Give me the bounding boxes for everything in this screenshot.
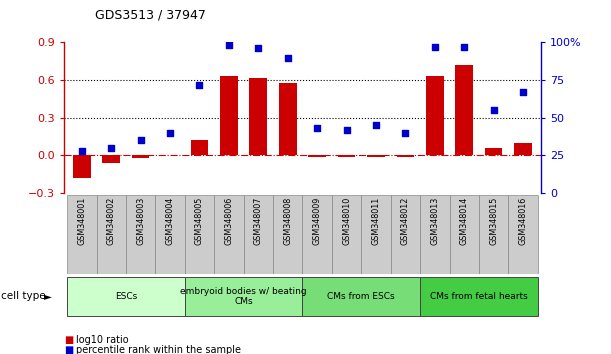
Text: log10 ratio: log10 ratio xyxy=(76,335,129,345)
Point xyxy=(459,44,469,50)
Bar xyxy=(420,277,538,316)
Text: GSM348015: GSM348015 xyxy=(489,197,498,245)
Text: CMs from fetal hearts: CMs from fetal hearts xyxy=(430,292,528,301)
Point xyxy=(342,127,351,133)
Text: GSM348001: GSM348001 xyxy=(78,197,86,245)
Text: GSM348005: GSM348005 xyxy=(195,197,204,245)
Text: GSM348006: GSM348006 xyxy=(224,197,233,245)
Bar xyxy=(426,76,444,155)
Point xyxy=(312,125,322,131)
Bar xyxy=(455,65,473,155)
Bar xyxy=(508,195,538,274)
Text: GSM348014: GSM348014 xyxy=(459,197,469,245)
Bar xyxy=(302,277,420,316)
Point xyxy=(106,145,116,151)
Bar xyxy=(390,195,420,274)
Bar xyxy=(191,140,208,155)
Bar xyxy=(155,195,185,274)
Text: GDS3513 / 37947: GDS3513 / 37947 xyxy=(95,8,205,21)
Bar xyxy=(514,143,532,155)
Bar xyxy=(485,148,502,155)
Bar xyxy=(367,155,385,156)
Bar xyxy=(273,195,302,274)
Bar xyxy=(67,277,185,316)
Bar xyxy=(220,76,238,155)
Bar xyxy=(302,195,332,274)
Text: GSM348004: GSM348004 xyxy=(166,197,175,245)
Bar xyxy=(420,195,450,274)
Bar xyxy=(244,195,273,274)
Point xyxy=(136,137,145,143)
Point xyxy=(518,89,528,95)
Point xyxy=(254,46,263,51)
Text: GSM348007: GSM348007 xyxy=(254,197,263,245)
Text: GSM348011: GSM348011 xyxy=(371,197,381,245)
Point xyxy=(165,130,175,136)
Bar xyxy=(249,78,267,155)
Bar xyxy=(397,155,414,156)
Bar xyxy=(361,195,390,274)
Text: ■: ■ xyxy=(64,335,73,345)
Bar xyxy=(185,195,214,274)
Bar xyxy=(126,195,155,274)
Text: CMs from ESCs: CMs from ESCs xyxy=(327,292,395,301)
Point xyxy=(224,43,234,48)
Point xyxy=(283,55,293,60)
Text: GSM348003: GSM348003 xyxy=(136,197,145,245)
Bar xyxy=(332,195,361,274)
Text: GSM348012: GSM348012 xyxy=(401,197,410,245)
Bar xyxy=(73,155,90,178)
Bar xyxy=(309,155,326,156)
Text: GSM348002: GSM348002 xyxy=(107,197,115,245)
Text: percentile rank within the sample: percentile rank within the sample xyxy=(76,346,241,354)
Bar xyxy=(279,82,296,155)
Text: GSM348009: GSM348009 xyxy=(313,197,321,245)
Bar xyxy=(103,155,120,163)
Text: GSM348013: GSM348013 xyxy=(430,197,439,245)
Text: ►: ► xyxy=(44,291,52,302)
Point xyxy=(194,82,204,87)
Point xyxy=(401,130,411,136)
Bar xyxy=(132,155,150,158)
Text: ■: ■ xyxy=(64,346,73,354)
Bar xyxy=(214,195,244,274)
Bar xyxy=(338,155,356,156)
Bar xyxy=(67,195,97,274)
Point xyxy=(489,107,499,113)
Bar xyxy=(185,277,302,316)
Text: ESCs: ESCs xyxy=(115,292,137,301)
Point xyxy=(371,122,381,128)
Bar xyxy=(479,195,508,274)
Point xyxy=(77,148,87,154)
Text: GSM348016: GSM348016 xyxy=(519,197,527,245)
Text: GSM348010: GSM348010 xyxy=(342,197,351,245)
Point xyxy=(430,44,440,50)
Bar xyxy=(450,195,479,274)
Text: embryoid bodies w/ beating
CMs: embryoid bodies w/ beating CMs xyxy=(180,287,307,306)
Text: GSM348008: GSM348008 xyxy=(284,197,292,245)
Bar xyxy=(97,195,126,274)
Text: cell type: cell type xyxy=(1,291,45,302)
